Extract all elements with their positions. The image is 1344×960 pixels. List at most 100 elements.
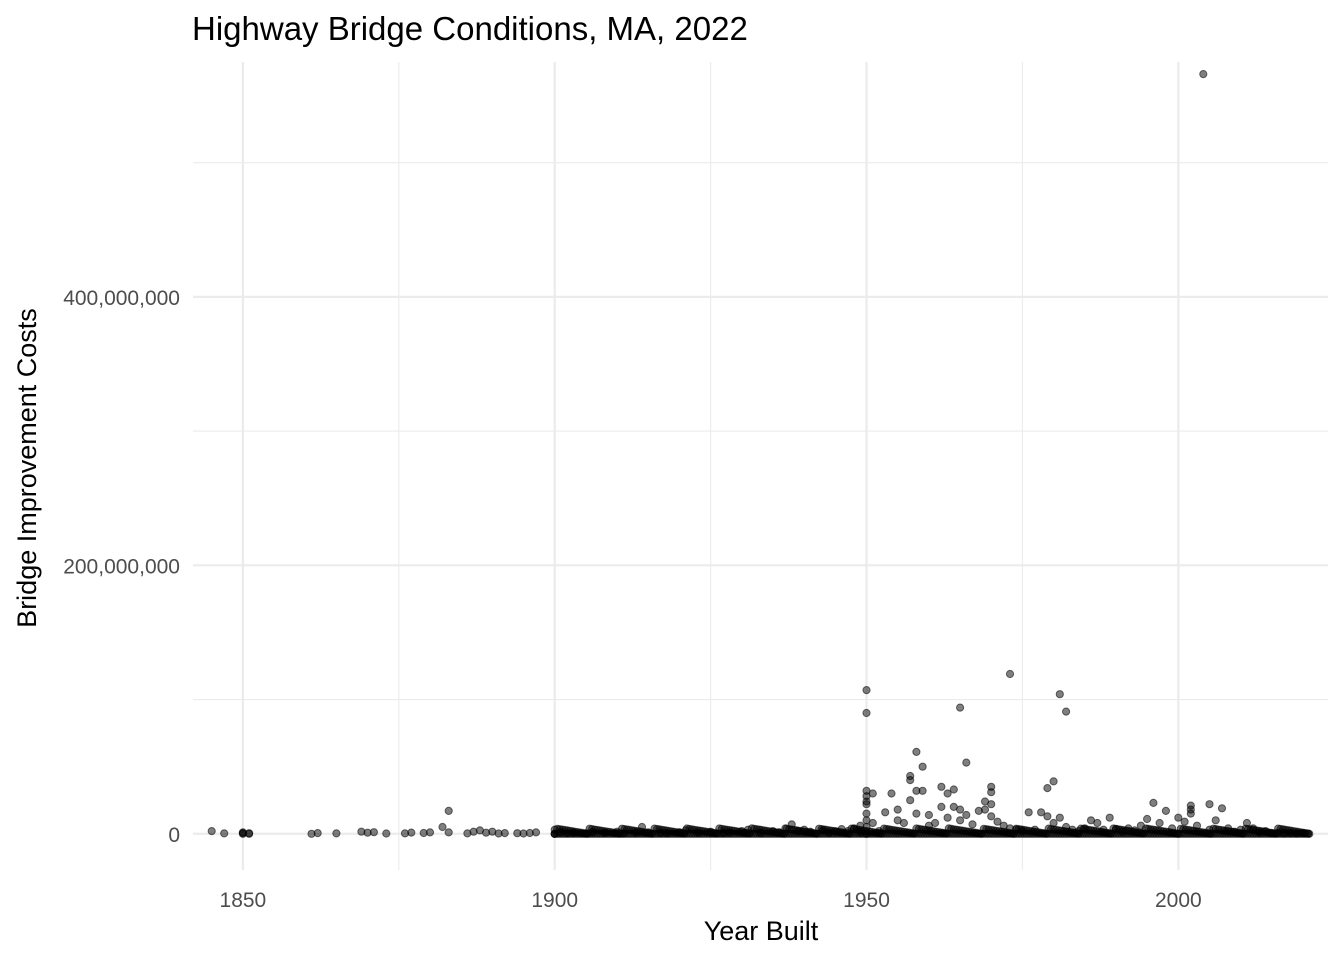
- data-point: [1055, 813, 1064, 822]
- data-point: [1168, 824, 1177, 833]
- data-point: [245, 829, 254, 838]
- data-point: [937, 802, 946, 812]
- data-point: [220, 829, 229, 838]
- data-point: [987, 812, 996, 821]
- data-point: [1249, 824, 1258, 833]
- data-point: [1049, 777, 1058, 786]
- data-point: [444, 806, 453, 816]
- data-point: [980, 805, 990, 814]
- data-point: [912, 747, 921, 757]
- data-point: [1143, 814, 1152, 824]
- x-axis-ticks: 1850 1900 1950 2000: [220, 889, 1202, 912]
- data-point: [1093, 818, 1102, 828]
- data-point: [332, 829, 341, 838]
- data-point: [1099, 825, 1108, 834]
- data-point: [868, 789, 877, 798]
- data-point: [438, 822, 447, 832]
- data-point: [924, 810, 934, 820]
- data-point: [781, 824, 790, 833]
- data-point: [1211, 816, 1220, 825]
- data-point: [1217, 804, 1227, 813]
- data-point: [1192, 821, 1202, 830]
- y-axis-title: Bridge Improvement Costs: [12, 308, 42, 628]
- data-point: [207, 827, 216, 836]
- data-point: [962, 758, 971, 767]
- data-point: [1118, 827, 1127, 836]
- x-tick-label: 1900: [531, 889, 578, 912]
- data-point: [1149, 798, 1158, 808]
- data-point: [425, 828, 435, 837]
- data-point: [382, 829, 391, 838]
- data-point: [1005, 669, 1015, 679]
- data-point: [662, 829, 672, 838]
- data-point: [1205, 800, 1214, 809]
- data-point: [906, 771, 915, 781]
- data-point: [987, 788, 996, 797]
- gridlines: [193, 62, 1328, 870]
- data-point: [806, 827, 815, 836]
- y-tick-label: 400,000,000: [63, 287, 180, 310]
- data-point: [968, 820, 977, 829]
- data-point: [694, 828, 703, 837]
- data-point: [569, 828, 578, 837]
- data-point: [500, 829, 509, 838]
- data-point: [956, 703, 965, 712]
- data-point: [881, 808, 890, 817]
- data-point: [962, 810, 971, 820]
- data-point: [1161, 806, 1171, 816]
- data-point: [862, 829, 871, 838]
- data-point: [1305, 829, 1314, 838]
- data-point: [1043, 812, 1052, 821]
- data-point: [1180, 817, 1189, 826]
- data-point: [787, 820, 796, 829]
- data-point: [899, 818, 909, 828]
- data-point: [444, 828, 453, 837]
- data-point: [862, 809, 871, 818]
- data-point: [1186, 805, 1195, 814]
- data-point: [874, 827, 884, 836]
- data-point: [1236, 825, 1245, 834]
- data-point: [1055, 690, 1064, 699]
- y-tick-label: 200,000,000: [63, 555, 180, 578]
- data-point: [943, 789, 952, 798]
- data-point: [906, 796, 915, 805]
- data-point: [631, 828, 640, 837]
- data-point: [949, 785, 958, 794]
- data-point: [1043, 784, 1052, 793]
- data-point: [1105, 813, 1114, 822]
- data-point: [531, 828, 541, 837]
- x-axis-title: Year Built: [704, 916, 819, 946]
- data-point: [1199, 70, 1208, 79]
- data-point: [1242, 818, 1252, 828]
- data-point: [918, 762, 927, 771]
- y-tick-label: 0: [168, 824, 180, 847]
- data-point: [775, 828, 784, 837]
- data-point: [1136, 821, 1146, 830]
- data-point: [862, 686, 871, 695]
- data-point: [868, 818, 877, 828]
- data-point: [1062, 707, 1071, 716]
- data-point: [993, 817, 1002, 826]
- data-point: [637, 822, 647, 832]
- data-point: [1024, 808, 1033, 817]
- y-axis-ticks: 0 200,000,000 400,000,000: [63, 287, 180, 847]
- data-point: [937, 782, 946, 791]
- data-point: [743, 825, 753, 834]
- data-point: [956, 816, 965, 825]
- data-point: [644, 828, 653, 837]
- data-point: [1174, 813, 1183, 822]
- data-point: [887, 789, 896, 798]
- data-point: [756, 828, 765, 837]
- data-point: [1080, 824, 1089, 833]
- data-point: [862, 800, 871, 809]
- data-point: [725, 828, 734, 837]
- data-point: [313, 829, 322, 838]
- chart-title: Highway Bridge Conditions, MA, 2022: [192, 10, 748, 47]
- x-tick-label: 1850: [220, 889, 267, 912]
- data-point: [987, 800, 996, 809]
- data-point: [1018, 827, 1027, 836]
- data-point: [369, 828, 378, 837]
- data-point: [706, 827, 715, 836]
